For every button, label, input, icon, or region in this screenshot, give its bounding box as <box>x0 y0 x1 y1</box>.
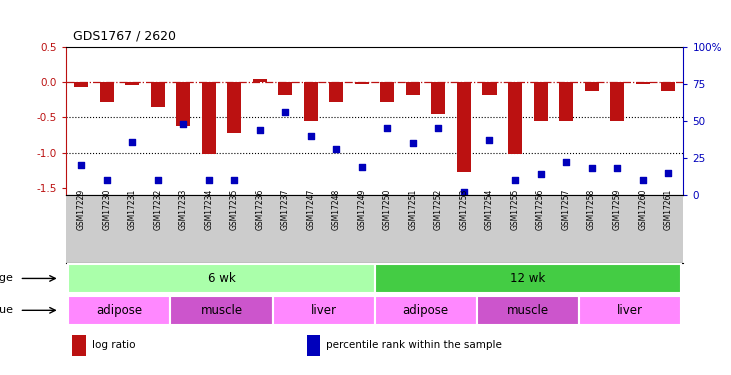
Text: liver: liver <box>311 304 336 317</box>
Point <box>101 177 113 183</box>
Bar <box>68 264 374 293</box>
Point <box>330 146 342 152</box>
Text: adipose: adipose <box>96 304 143 317</box>
Point <box>203 177 215 183</box>
Bar <box>374 264 681 293</box>
Text: adipose: adipose <box>403 304 449 317</box>
Bar <box>610 82 624 121</box>
Point <box>228 177 240 183</box>
Point <box>279 109 291 115</box>
Bar <box>202 82 216 154</box>
Bar <box>457 82 471 172</box>
Point <box>586 165 597 171</box>
Text: liver: liver <box>617 304 643 317</box>
Bar <box>508 82 522 154</box>
Point <box>637 177 648 183</box>
Point <box>662 170 674 176</box>
Text: age: age <box>0 273 13 284</box>
Bar <box>151 82 164 107</box>
Bar <box>307 335 320 356</box>
Bar <box>74 82 88 87</box>
Bar <box>72 335 86 356</box>
Point <box>560 159 572 165</box>
Point <box>126 139 138 145</box>
Bar <box>636 82 650 84</box>
Bar <box>279 82 292 95</box>
Text: muscle: muscle <box>507 304 549 317</box>
Text: muscle: muscle <box>200 304 243 317</box>
Bar <box>68 296 170 325</box>
Bar <box>534 82 548 121</box>
Bar <box>380 82 395 102</box>
Point <box>458 189 470 195</box>
Point <box>152 177 164 183</box>
Bar <box>661 82 675 91</box>
Bar <box>253 80 267 82</box>
Point <box>433 125 444 131</box>
Bar <box>304 82 318 121</box>
Point <box>484 137 496 143</box>
Text: 6 wk: 6 wk <box>208 272 235 285</box>
Text: log ratio: log ratio <box>91 340 135 350</box>
Bar <box>477 296 579 325</box>
Bar <box>227 82 241 133</box>
Point <box>534 171 546 177</box>
Bar <box>585 82 599 91</box>
Point <box>75 162 87 168</box>
Text: percentile rank within the sample: percentile rank within the sample <box>327 340 502 350</box>
Point <box>305 133 317 139</box>
Bar <box>355 82 369 84</box>
Bar <box>374 296 477 325</box>
Bar <box>273 296 374 325</box>
Bar <box>559 82 573 121</box>
Bar <box>170 296 273 325</box>
Point <box>510 177 521 183</box>
Bar <box>579 296 681 325</box>
Point <box>407 140 419 146</box>
Bar <box>330 82 344 102</box>
Text: 12 wk: 12 wk <box>510 272 545 285</box>
Point <box>611 165 623 171</box>
Text: tissue: tissue <box>0 305 13 315</box>
Point <box>382 125 393 131</box>
Point <box>178 121 189 127</box>
Bar <box>431 82 445 114</box>
Text: GDS1767 / 2620: GDS1767 / 2620 <box>73 29 176 42</box>
Bar <box>406 82 420 95</box>
Bar <box>125 82 139 85</box>
Point <box>356 164 368 170</box>
Bar <box>176 82 190 126</box>
Bar <box>99 82 113 102</box>
Bar <box>482 82 496 95</box>
Point <box>254 127 265 133</box>
